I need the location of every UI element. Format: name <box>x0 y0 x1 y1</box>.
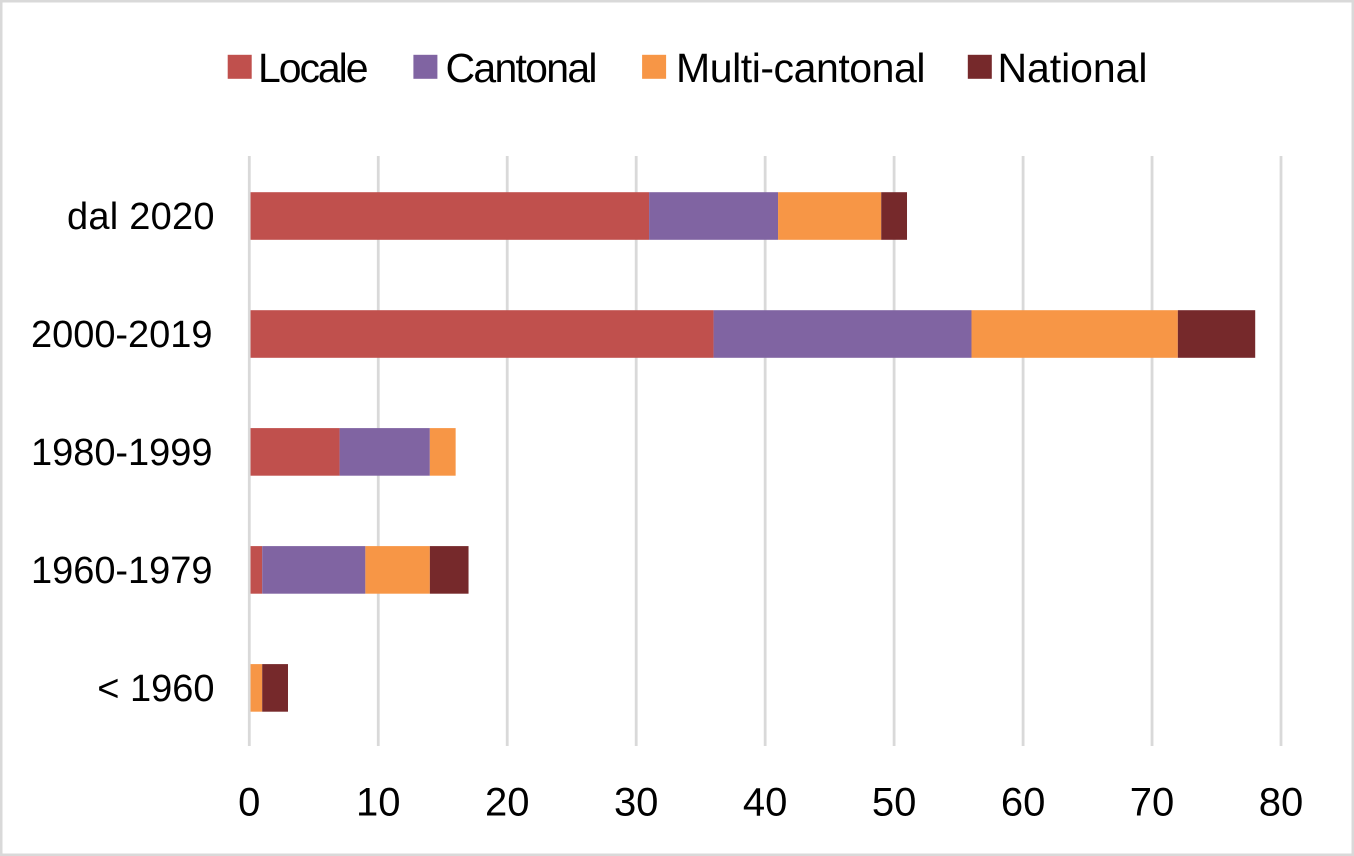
svg-text:80: 80 <box>1259 781 1304 825</box>
svg-text:40: 40 <box>743 781 788 825</box>
svg-text:20: 20 <box>485 781 530 825</box>
svg-text:60: 60 <box>1001 781 1046 825</box>
svg-text:< 1960: < 1960 <box>97 668 214 710</box>
svg-text:1960-1979: 1960-1979 <box>31 550 213 592</box>
svg-text:1980-1999: 1980-1999 <box>31 432 213 474</box>
svg-text:dal 2020: dal 2020 <box>67 196 215 238</box>
svg-text:10: 10 <box>356 781 401 825</box>
svg-text:70: 70 <box>1130 781 1175 825</box>
svg-text:Multi-cantonal: Multi-cantonal <box>676 45 926 91</box>
svg-text:30: 30 <box>614 781 659 825</box>
svg-text:National: National <box>998 45 1148 91</box>
svg-text:Locale: Locale <box>258 45 369 91</box>
svg-text:Cantonal: Cantonal <box>446 45 598 91</box>
svg-text:0: 0 <box>238 781 260 825</box>
svg-text:2000-2019: 2000-2019 <box>31 314 213 356</box>
svg-text:50: 50 <box>872 781 917 825</box>
